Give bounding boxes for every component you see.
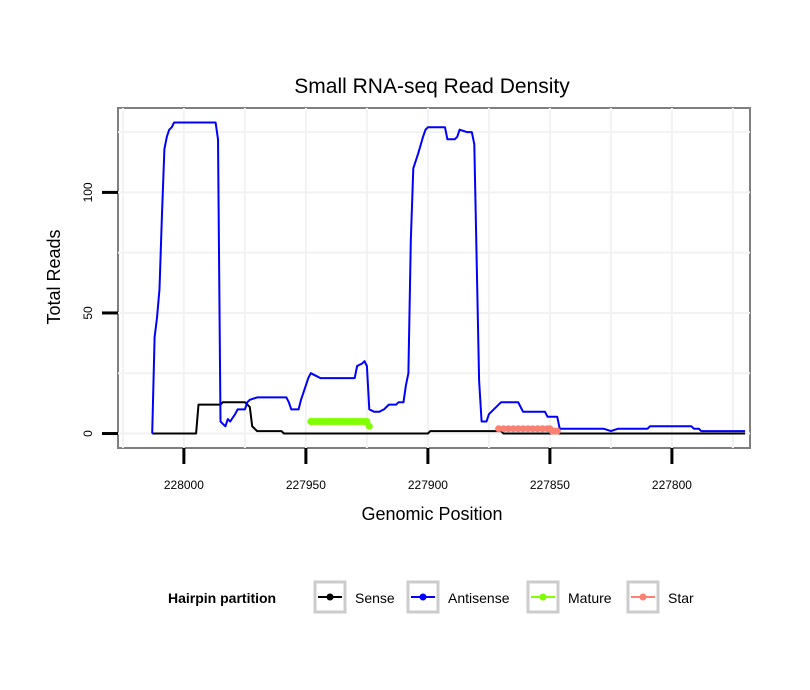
series-star-point [519,425,527,433]
chart-title: Small RNA-seq Read Density [294,75,570,98]
series-star-point [524,425,532,433]
series-mature-point [365,422,373,430]
legend-label-mature: Mature [568,590,612,606]
legend: Hairpin partition Sense Antisense Mature St… [168,580,694,614]
x-axis: 228000 227950 227900 227850 227800 [164,448,692,492]
x-tick-label: 227800 [652,478,692,492]
series-lines [151,121,746,435]
x-tick-label: 227950 [286,478,326,492]
series-star-point [495,425,503,433]
series-star-point [553,427,561,435]
series-star-point [529,425,537,433]
legend-label-antisense: Antisense [448,590,510,606]
legend-key-point [639,593,647,601]
y-tick-label: 100 [81,182,95,202]
legend-key-point [539,593,547,601]
legend-title: Hairpin partition [168,590,276,606]
series-star-point [539,425,547,433]
plot-panel-border [117,107,751,449]
x-axis-title: Genomic Position [361,504,502,524]
y-tick-label: 0 [81,430,95,437]
series-star-point [509,425,517,433]
legend-label-star: Star [668,590,694,606]
gridlines [118,108,750,448]
series-star-point [534,425,542,433]
series-star-point [514,425,522,433]
y-tick-label: 50 [81,306,95,320]
series-points [307,417,561,435]
x-tick-label: 228000 [164,478,204,492]
legend-key-point [326,593,334,601]
x-tick-label: 227850 [530,478,570,492]
plot-panel [117,107,751,449]
y-axis: 0 50 100 [81,182,118,437]
legend-label-sense: Sense [355,590,395,606]
series-antisense-line [151,121,746,434]
series-sense-line [152,401,746,435]
x-tick-label: 227900 [408,478,448,492]
series-star-point [504,425,512,433]
series-star-point [500,425,508,433]
legend-key-point [419,593,427,601]
y-axis-title: Total Reads [44,229,64,324]
